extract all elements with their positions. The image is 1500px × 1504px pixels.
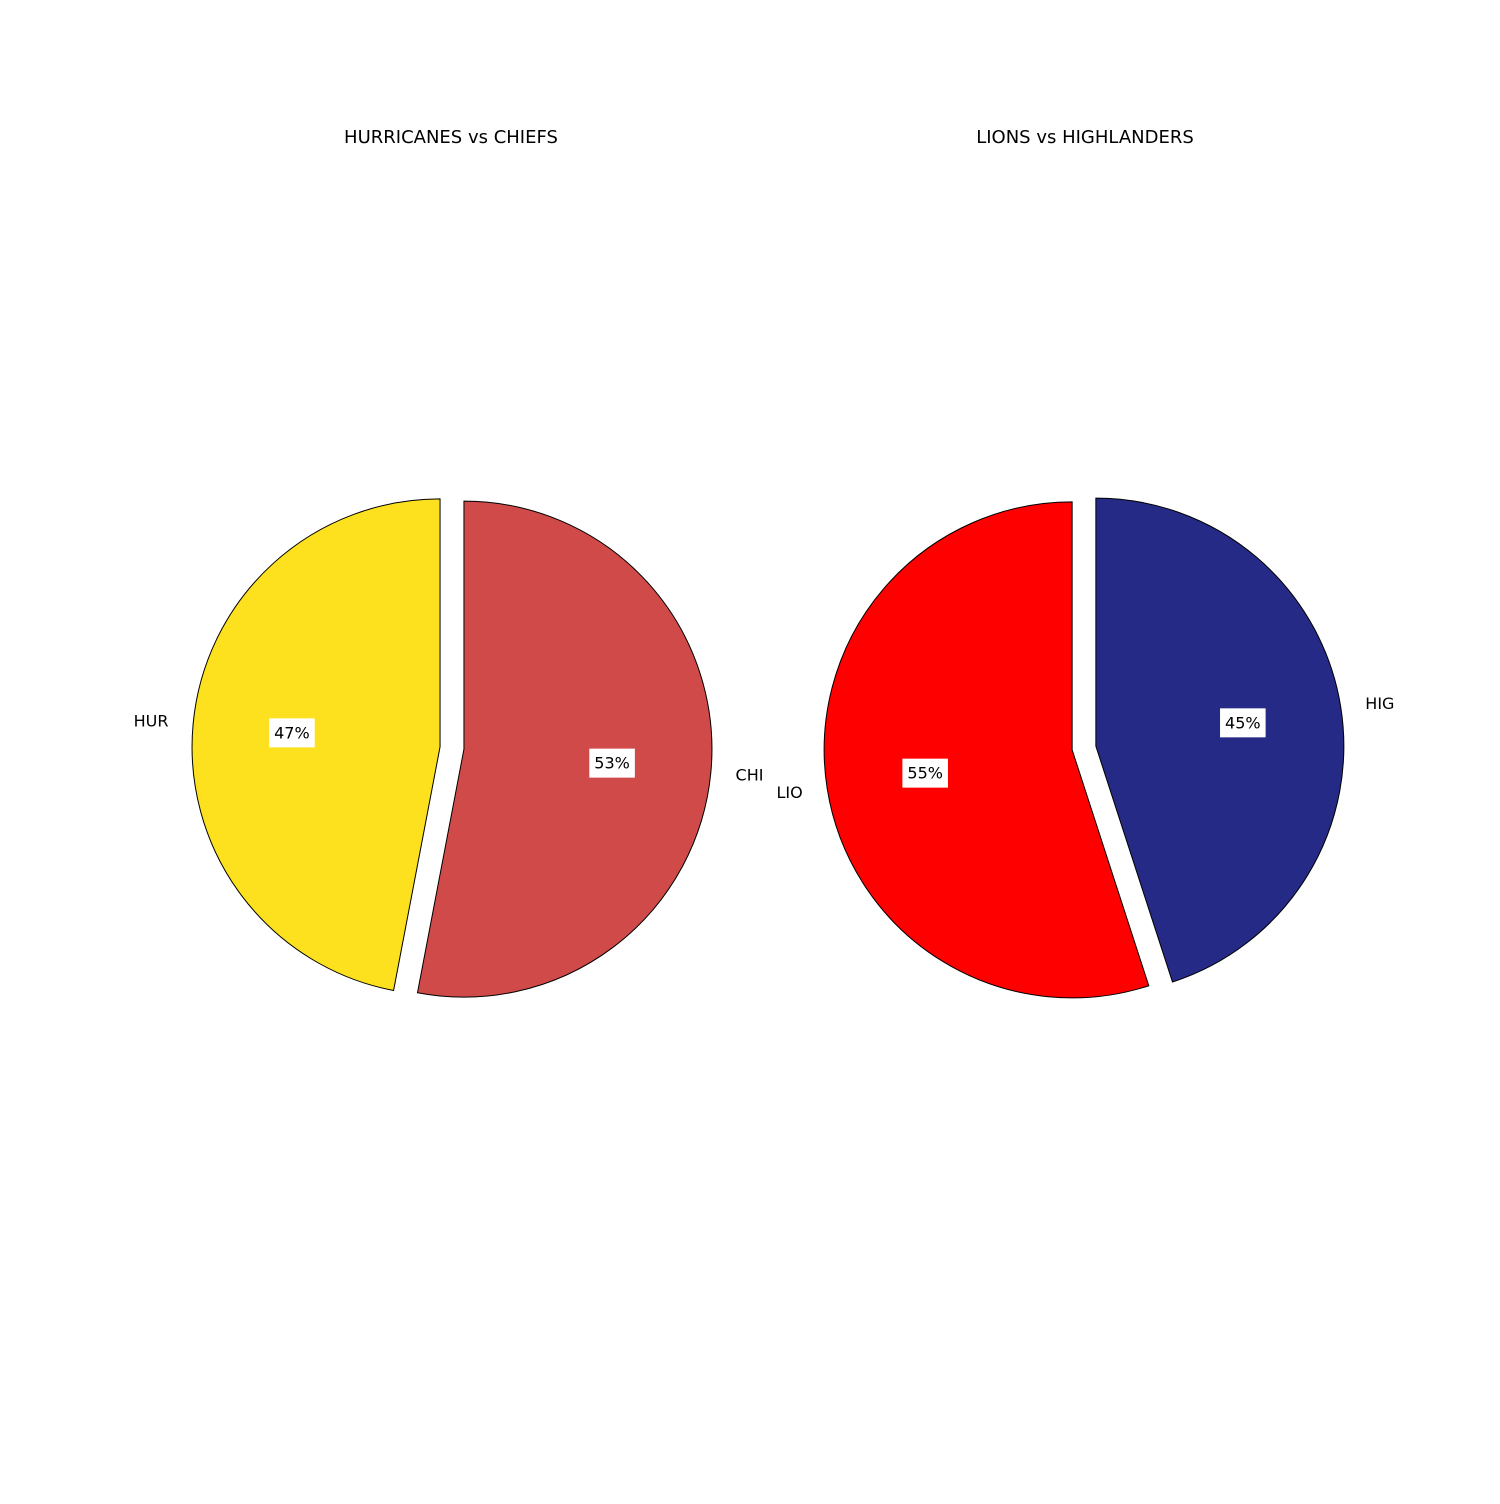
percent-label-hig: 45% xyxy=(1225,713,1261,732)
category-label-lio-group: LIO xyxy=(771,778,808,808)
pie-slice-lio xyxy=(823,501,1150,999)
category-label-hig-box xyxy=(1360,688,1400,718)
percent-label-hig-box xyxy=(1220,708,1266,738)
percent-label-lio-box xyxy=(902,758,948,788)
chart-title: HURRICANES vs CHIEFS xyxy=(344,127,558,148)
chart-title: LIONS vs HIGHLANDERS xyxy=(976,127,1194,148)
percent-label-chi-box xyxy=(589,748,635,778)
category-label-hur: HUR xyxy=(134,712,169,731)
category-label-hig-group: HIG xyxy=(1360,688,1400,718)
percent-label-hig-group: 45% xyxy=(1220,708,1266,738)
category-label-hig: HIG xyxy=(1365,694,1394,713)
pie-slice-hur xyxy=(191,498,441,992)
percent-label-lio: 55% xyxy=(907,764,943,783)
pie-slices: 55% LIO 45% HIG xyxy=(771,497,1400,999)
percent-label-chi-group: 53% xyxy=(589,748,635,778)
percent-label-hur: 47% xyxy=(274,723,310,742)
percent-label-hur-box xyxy=(269,718,315,748)
percent-label-lio-group: 55% xyxy=(902,758,948,788)
pie-chart-lions-vs-highlanders: LIONS vs HIGHLANDERS 55% LIO 45% HIG xyxy=(771,127,1400,999)
category-label-lio-box xyxy=(771,778,808,808)
percent-label-hur-group: 47% xyxy=(269,718,315,748)
pie-slice-chi xyxy=(416,500,713,998)
category-label-hur-group: HUR xyxy=(128,706,174,736)
category-label-chi-group: CHI xyxy=(730,760,769,790)
percent-label-chi: 53% xyxy=(594,754,630,773)
category-label-lio: LIO xyxy=(776,783,802,802)
pie-slices: 47% HUR 53% CHI xyxy=(128,498,769,998)
category-label-chi-box xyxy=(730,760,769,790)
category-label-chi: CHI xyxy=(736,765,764,784)
pie-slice-hig xyxy=(1095,497,1345,983)
pie-chart-hurricanes-vs-chiefs: HURRICANES vs CHIEFS 47% HUR 53% CHI xyxy=(128,127,769,998)
category-label-hur-box xyxy=(128,706,174,736)
